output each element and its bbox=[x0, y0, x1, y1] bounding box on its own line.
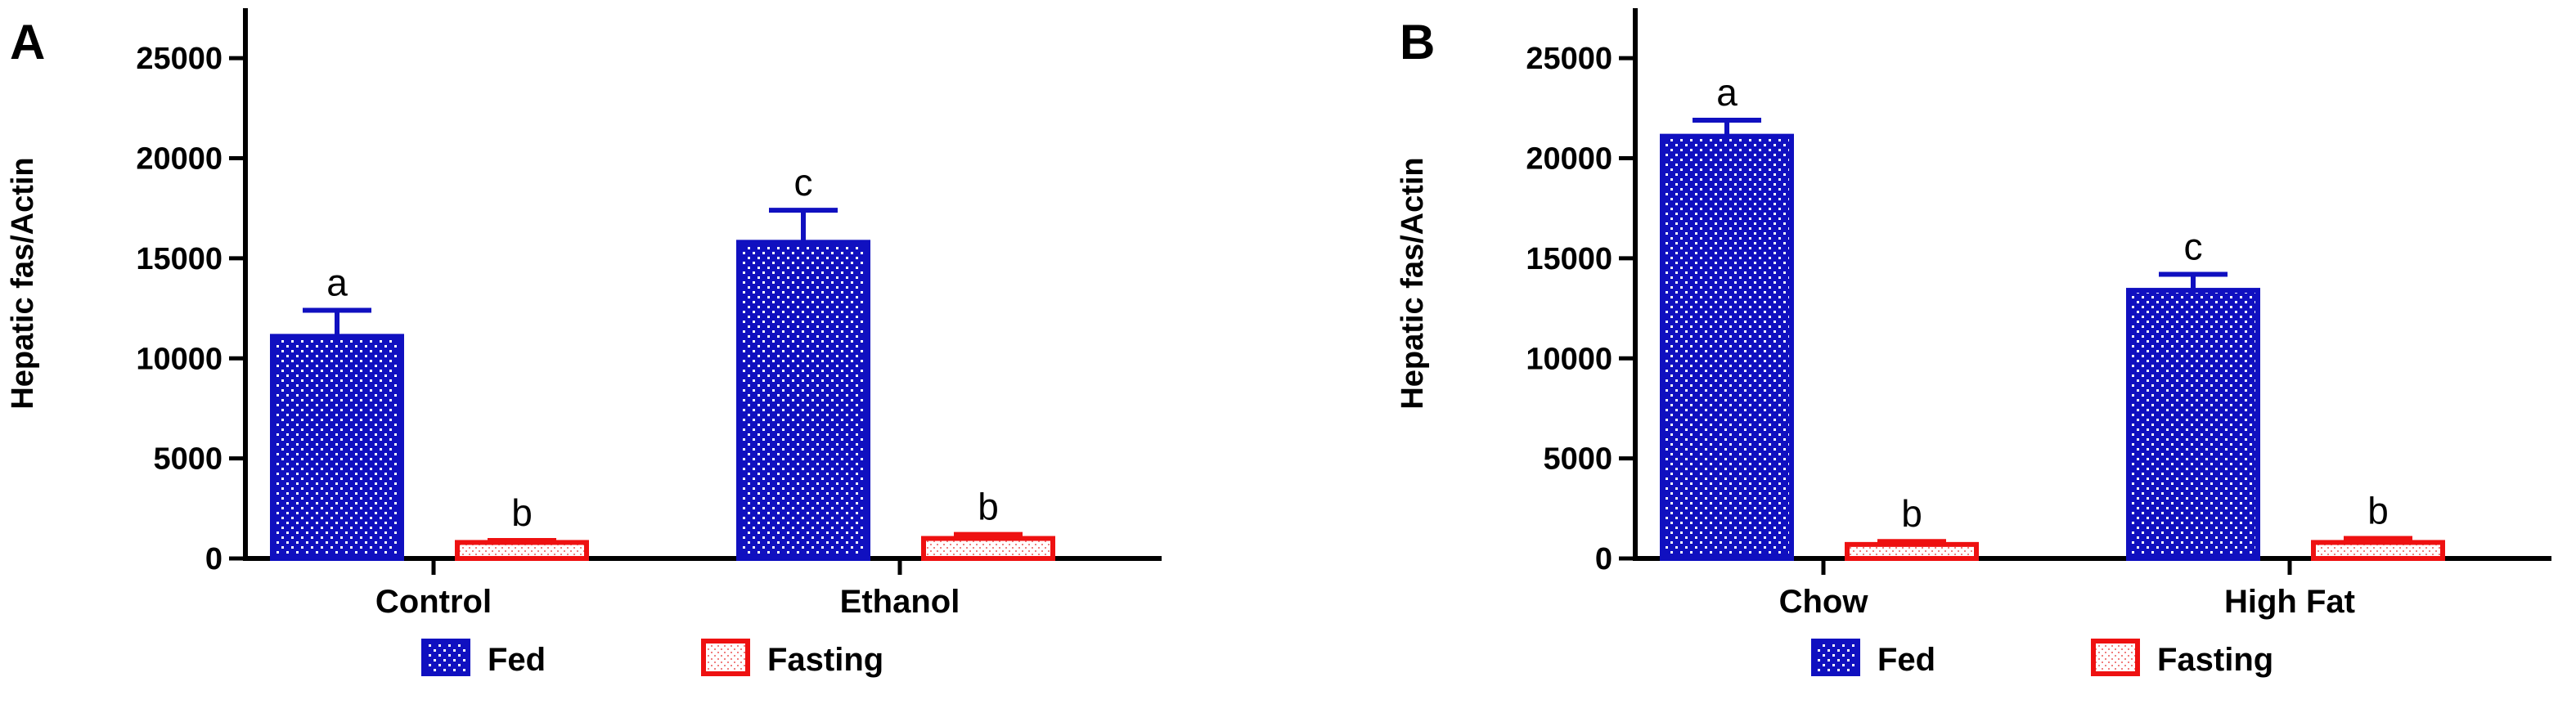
chart-panel-a: A Hepatic fas/Actin 0 5000 10000 15000 20000 25… bbox=[6, 8, 1162, 620]
legend-swatch-fed bbox=[1811, 639, 1860, 676]
chart-panel-b: B Hepatic fas/Actin 0 5000 10000 15000 20000 25… bbox=[1396, 8, 2551, 620]
legend-swatch-fed bbox=[421, 639, 470, 676]
y-tick-label: 20000 bbox=[1526, 142, 1612, 177]
bar-fasting-control bbox=[455, 540, 589, 561]
legend-b: Fed Fasting bbox=[1811, 639, 2273, 678]
bar-fed-high-fat bbox=[2126, 288, 2260, 561]
bar-fed-chow bbox=[1660, 133, 1794, 562]
y-axis-label: Hepatic fas/Actin bbox=[6, 157, 40, 409]
y-tick-label: 25000 bbox=[136, 42, 223, 76]
y-axis-label: Hepatic fas/Actin bbox=[1396, 157, 1430, 409]
y-tick-label: 0 bbox=[1595, 542, 1612, 576]
bar-fasting-chow bbox=[1845, 541, 1979, 561]
y-tick-label: 5000 bbox=[1543, 442, 1612, 477]
y-tick-label: 15000 bbox=[136, 242, 223, 276]
legend-label: Fed bbox=[1877, 642, 1935, 678]
y-tick-label: 5000 bbox=[153, 442, 223, 477]
legend-label: Fed bbox=[488, 642, 546, 678]
legend-label: Fasting bbox=[767, 642, 883, 678]
significance-letter: a bbox=[326, 262, 348, 304]
bar-fasting-high-fat bbox=[2311, 540, 2445, 561]
legend-a: Fed Fasting bbox=[421, 639, 883, 678]
panel-label: B bbox=[1400, 15, 1435, 70]
bar-fed-ethanol bbox=[736, 240, 870, 561]
y-tick-label: 25000 bbox=[1526, 42, 1612, 76]
y-tick-label: 15000 bbox=[1526, 242, 1612, 276]
x-tick-label: Ethanol bbox=[840, 584, 960, 620]
significance-letter: c bbox=[794, 161, 813, 204]
x-tick-label: Control bbox=[375, 584, 492, 620]
panel-label: A bbox=[10, 15, 45, 70]
y-tick-label: 10000 bbox=[136, 342, 223, 376]
significance-letter: b bbox=[1901, 492, 1922, 535]
significance-letter: b bbox=[978, 486, 999, 528]
legend-swatch-fasting bbox=[2091, 639, 2140, 676]
x-tick-label: Chow bbox=[1779, 584, 1869, 620]
x-tick-label: High Fat bbox=[2224, 584, 2355, 620]
y-tick-label: 10000 bbox=[1526, 342, 1612, 376]
significance-letter: b bbox=[2367, 490, 2389, 532]
significance-letter: c bbox=[2184, 225, 2203, 267]
legend-swatch-fasting bbox=[701, 639, 750, 676]
legend-label: Fasting bbox=[2157, 642, 2273, 678]
y-tick-label: 0 bbox=[205, 542, 223, 576]
bar-fasting-ethanol bbox=[921, 536, 1055, 562]
significance-letter: b bbox=[511, 491, 533, 534]
significance-letter: a bbox=[1716, 71, 1738, 114]
y-tick-label: 20000 bbox=[136, 142, 223, 177]
bar-fed-control bbox=[270, 334, 404, 561]
